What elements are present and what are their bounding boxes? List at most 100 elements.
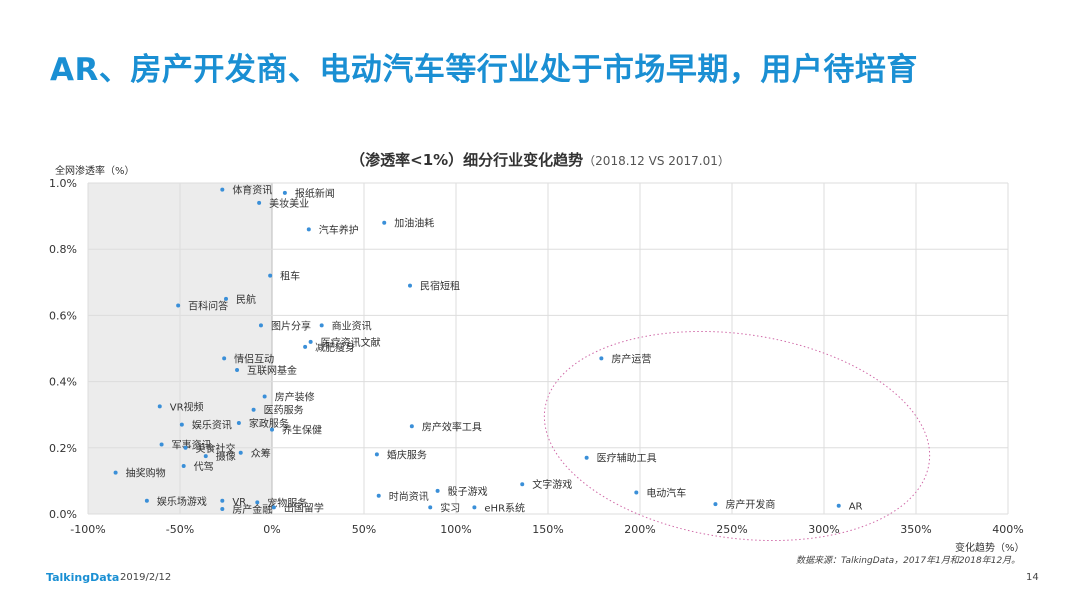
y-tick-label: 0.6% [49,309,77,322]
data-point [144,498,149,503]
data-point [268,273,273,278]
data-point [376,493,381,498]
data-label: 报纸新闻 [295,187,335,200]
data-point [319,323,324,328]
data-label: 房产效率工具 [422,420,482,433]
data-label: 减肥瘦身 [315,341,355,354]
data-label: 娱乐场游戏 [157,495,207,508]
data-point [270,427,274,432]
data-label: AR [849,502,863,513]
data-label: 养生保健 [282,424,322,437]
data-label: VR视频 [170,400,204,413]
data-point [179,422,184,427]
data-point [220,507,225,512]
x-tick-label: 400% [992,523,1023,536]
data-point [303,344,308,349]
x-tick-label: 150% [532,523,563,536]
data-point [713,502,718,507]
x-tick-label: 350% [900,523,931,536]
data-label: 代驾 [194,461,214,473]
data-point [374,452,379,457]
data-label: 租车 [280,270,300,283]
data-point [382,220,387,225]
x-tick-label: 0% [263,523,280,536]
data-point [520,482,525,487]
x-tick-label: -100% [70,523,105,536]
data-point [257,200,262,205]
y-axis-title: 全网渗透率（%） [55,166,135,177]
data-label: 图片分享 [271,319,311,332]
page-title: AR、房产开发商、电动汽车等行业处于市场早期，用户待培育 [50,52,918,88]
data-point [472,505,477,510]
data-point [282,190,287,195]
y-tick-label: 0.0% [49,508,77,521]
data-point [408,283,412,288]
data-point [258,323,263,328]
data-source-note: 数据来源：TalkingData，2017年1月和2018年12月。 [796,556,1021,566]
data-point [183,445,188,450]
x-tick-label: -50% [166,523,194,536]
data-label: 电动汽车 [646,486,686,499]
data-point [181,464,186,469]
data-label: 医疗资讯文献 [321,336,381,349]
data-label: 房产开发商 [725,498,775,511]
data-point [634,490,639,495]
data-point [836,503,841,508]
data-point [306,227,311,232]
data-point [271,505,276,510]
data-point [599,356,604,361]
footer-date: 2019/2/12 [120,572,172,583]
data-label: 民航 [236,293,256,306]
data-label: 美妆美业 [269,197,309,210]
data-point [251,407,256,412]
data-label: VR [232,497,246,508]
data-point [584,455,589,460]
data-label: 民宿短租 [420,280,460,293]
y-tick-label: 1.0% [49,177,77,190]
data-label: 加油油耗 [394,217,434,230]
data-label: 医疗辅助工具 [597,452,657,465]
data-point [235,368,240,373]
data-point [222,356,227,361]
x-tick-label: 200% [624,523,655,536]
x-tick-label: 50% [352,523,376,536]
y-tick-label: 0.8% [49,243,77,256]
data-label: 众筹 [251,447,271,460]
x-tick-label: 300% [808,523,839,536]
data-label: 军事资讯 [172,438,212,451]
data-label: 文字游戏 [532,478,572,491]
early-market-ellipse [543,330,931,542]
data-label: 摄像 [216,450,236,463]
data-label: 娱乐资讯 [192,419,232,432]
y-tick-label: 0.4% [49,376,77,389]
data-label: 实习 [440,501,460,514]
data-label: 情侣互动 [234,352,274,365]
data-point [236,420,241,425]
data-point [428,505,433,510]
data-label: 体育资讯 [232,184,272,197]
data-label: 百科问答 [188,299,228,312]
data-label: 宠物服务 [267,496,307,509]
data-point [238,450,243,455]
data-point [255,500,260,505]
data-point [176,303,181,308]
data-point [159,442,164,447]
data-label: 时尚资讯 [389,490,429,503]
chart-title-sub: （2018.12 VS 2017.01） [583,154,730,168]
data-label: 医药服务 [264,404,304,417]
x-tick-label: 100% [440,523,471,536]
y-tick-label: 0.2% [49,442,77,455]
talkingdata-logo: TalkingData [46,571,120,584]
data-label: 婚庆服务 [387,448,427,461]
data-label: 房产运营 [611,352,651,365]
data-point [409,424,414,429]
data-label: 骰子游戏 [448,485,488,498]
x-tick-label: 250% [716,523,747,536]
page-number: 14 [1026,572,1039,583]
data-label: 美食社交 [196,442,236,455]
data-point [224,296,228,301]
data-point [220,498,225,503]
chart-title-main: （渗透率<1%）细分行业变化趋势 [350,151,584,169]
data-point [262,394,267,399]
